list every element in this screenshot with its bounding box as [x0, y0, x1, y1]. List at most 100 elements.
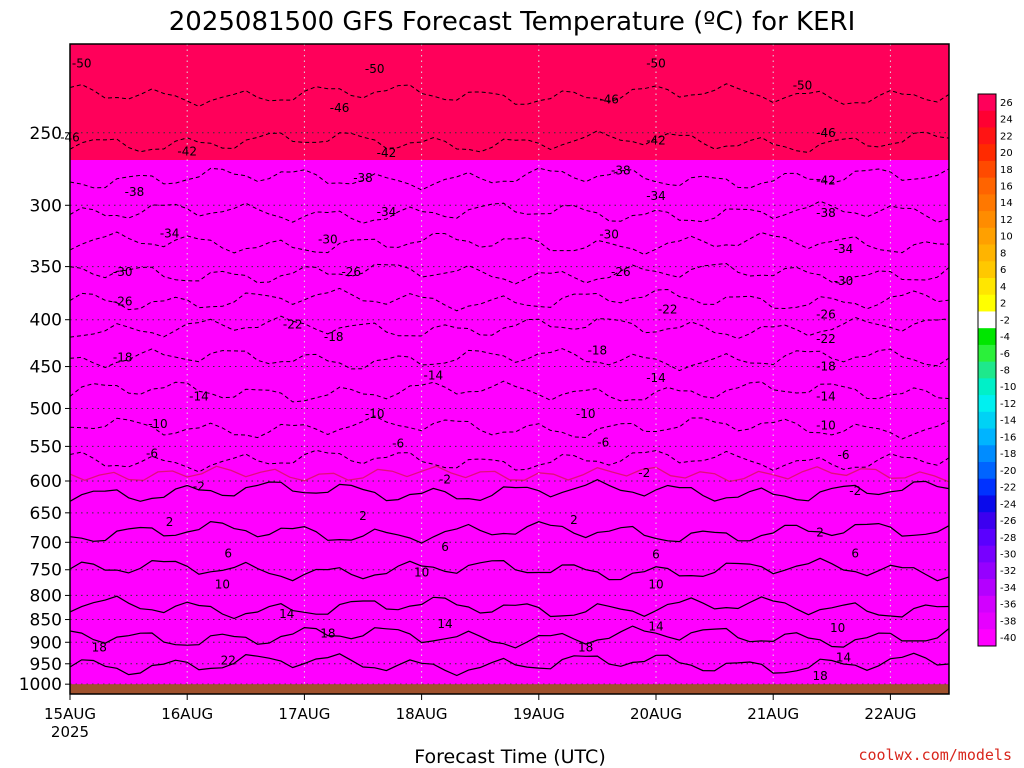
contour-label: 10: [215, 577, 230, 591]
colorbar-label: -2: [1000, 315, 1010, 326]
contour-label: 14: [648, 619, 663, 633]
colorbar-swatch: [978, 629, 996, 647]
x-tick-label: 15AUG: [44, 705, 96, 723]
y-tick-label: 600: [30, 472, 62, 492]
isotherm-line: [69, 130, 950, 154]
isotherm-line: [69, 520, 950, 544]
x-tick-label: 20AUG: [630, 705, 682, 723]
colorbar-label: -6: [1000, 349, 1010, 360]
contour-label: -46: [816, 126, 836, 140]
contour-label: -6: [146, 447, 158, 461]
contour-label: 10: [414, 565, 429, 579]
colorbar-swatch: [978, 579, 996, 597]
y-tick-label: 300: [30, 196, 62, 216]
colorbar-label: 18: [1000, 165, 1013, 176]
y-tick-label: 750: [30, 561, 62, 581]
contour-label: 18: [92, 641, 107, 655]
isotherm-line: [69, 231, 950, 256]
contour-label: -22: [816, 332, 836, 346]
contour-label: -34: [377, 205, 397, 219]
colorbar-swatch: [978, 328, 996, 346]
colorbar-swatch: [978, 144, 996, 162]
colorbar-swatch: [978, 462, 996, 480]
x-tick-label: 19AUG: [513, 705, 565, 723]
colorbar-swatch: [978, 428, 996, 446]
contour-label: -38: [125, 185, 145, 199]
colorbar-legend: 26 24 22 20 18 16 14 12 10 8 6 4 2 -2 -4 -6 -8 -10 -12 -14 -…: [977, 93, 1016, 647]
contour-label: 14: [279, 607, 294, 621]
colorbar-swatch: [978, 378, 996, 396]
colorbar-label: -40: [1000, 633, 1016, 644]
contour-label: -34: [160, 226, 180, 240]
y-tick-label: 900: [30, 633, 62, 653]
temperature-field: [70, 44, 949, 694]
colorbar-frame: [977, 93, 997, 647]
y-tick-label: 1000: [19, 675, 62, 695]
colorbar-swatch: [978, 160, 996, 179]
contour-label: -18: [816, 360, 836, 374]
credit-link[interactable]: coolwx.com/models: [858, 746, 1012, 764]
y-tick-label: 850: [30, 611, 62, 631]
contour-label: 6: [851, 547, 859, 561]
colorbar-label: -10: [1000, 382, 1016, 393]
isotherm-line: [69, 287, 950, 312]
isotherm-line: [69, 652, 950, 677]
x-axis-title: Forecast Time (UTC): [414, 746, 605, 768]
colorbar-swatch: [978, 411, 996, 429]
y-tick-label: 450: [30, 358, 62, 378]
contour-label: -14: [189, 389, 209, 403]
y-tick-label: 700: [30, 533, 62, 553]
contour-label: -22: [658, 303, 678, 317]
contour-label: -26: [816, 308, 836, 322]
colorbar-label: -4: [1000, 332, 1010, 343]
chart-title: 2025081500 GFS Forecast Temperature (ºC)…: [169, 7, 856, 37]
isotherm-line: [69, 380, 950, 403]
colorbar-label: -8: [1000, 366, 1010, 377]
contour-label: 14: [437, 617, 452, 631]
x-tick-label: 17AUG: [278, 705, 330, 723]
colorbar-swatch: [978, 445, 996, 463]
colorbar-label: 26: [1000, 98, 1013, 109]
contour-label: 2: [816, 526, 824, 540]
colorbar-label: -20: [1000, 466, 1016, 477]
contour-label: -26: [113, 294, 133, 308]
contour-label: -6: [597, 436, 609, 450]
contour-label: 10: [830, 621, 845, 635]
colorbar-swatch: [978, 311, 996, 329]
contour-label: -2: [849, 484, 861, 498]
plot-frame: [69, 43, 950, 695]
contour-label: -10: [148, 417, 168, 431]
colorbar-label: -12: [1000, 399, 1016, 410]
colorbar-label: 10: [1000, 232, 1013, 243]
colorbar-label: -26: [1000, 516, 1016, 527]
colorbar-label: -38: [1000, 616, 1016, 627]
colorbar-swatch: [978, 294, 996, 312]
contour-label: -22: [283, 318, 303, 332]
colorbar-label: -14: [1000, 416, 1016, 427]
contour-label: 2: [570, 513, 578, 527]
contour-label: 2: [359, 509, 367, 523]
contour-label: 6: [441, 540, 449, 554]
colorbar-swatch: [978, 562, 996, 580]
contour-label: -38: [353, 171, 373, 185]
colorbar-label: 16: [1000, 182, 1013, 193]
colorbar-swatch: [978, 344, 996, 363]
y-tick-label: 350: [30, 258, 62, 278]
colorbar-label: -30: [1000, 550, 1016, 561]
colorbar-label: 6: [1000, 265, 1006, 276]
x-tick-label: 21AUG: [747, 705, 799, 723]
contour-label: -6: [392, 436, 404, 450]
contour-label: -42: [816, 174, 836, 188]
zero-isotherm-line: [69, 465, 950, 483]
colorbar-swatch: [978, 528, 996, 547]
contour-label: 22: [221, 653, 236, 667]
plot-area: -50 -50 -50-50-46-46-46-46-42 -42-42-42-38-…: [60, 43, 950, 695]
isotherm-line: [69, 167, 950, 191]
contour-label: -30: [113, 265, 133, 279]
contour-label: -30: [599, 228, 619, 242]
contour-label: -46: [330, 101, 350, 115]
colorbar-label: 12: [1000, 215, 1013, 226]
colorbar-label: -18: [1000, 449, 1016, 460]
contour-label: -2: [439, 473, 451, 487]
contour-label: -38: [816, 206, 836, 220]
